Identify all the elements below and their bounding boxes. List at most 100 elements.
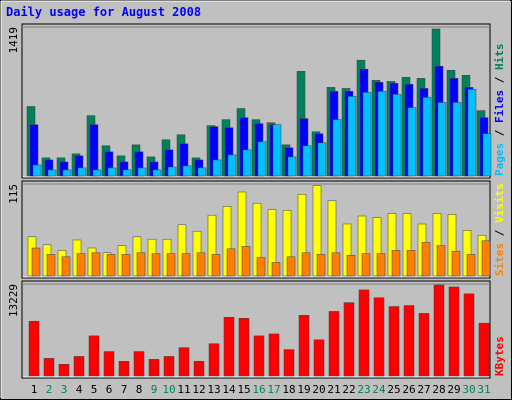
bar [286, 256, 296, 277]
x-tick-label: 14 [222, 383, 236, 396]
bar [407, 107, 417, 177]
x-tick-label: 2 [46, 383, 53, 396]
bar [151, 253, 161, 277]
bar [391, 250, 401, 277]
bar [268, 333, 280, 377]
bar [437, 102, 447, 177]
y-tick-label: 1419 [7, 27, 20, 54]
x-tick-label: 15 [237, 383, 250, 396]
bar [287, 156, 297, 177]
bar [257, 141, 267, 177]
x-tick-label: 13 [207, 383, 220, 396]
bar [238, 318, 250, 377]
bar [122, 169, 132, 177]
x-tick-label: 12 [192, 383, 205, 396]
bar [346, 254, 356, 277]
x-tick-label: 21 [327, 383, 340, 396]
bar [298, 315, 310, 377]
bar [106, 254, 116, 277]
bar [182, 165, 192, 177]
bar [376, 253, 386, 277]
legend-separator: / [493, 223, 506, 243]
bar [271, 262, 281, 277]
bar [422, 97, 432, 177]
bar [452, 102, 462, 177]
bar [121, 254, 131, 277]
x-tick-label: 7 [121, 383, 128, 396]
bar [482, 133, 492, 177]
bar [377, 91, 387, 177]
bar [328, 311, 340, 377]
x-tick-label: 5 [91, 383, 98, 396]
x-tick-label: 8 [136, 383, 143, 396]
bar [152, 169, 162, 177]
bar [253, 335, 265, 377]
bar [62, 169, 72, 177]
bar [272, 124, 282, 177]
bar [388, 306, 400, 377]
legend-separator: / [493, 70, 506, 90]
bar [136, 252, 146, 277]
bar [31, 247, 41, 277]
x-tick-label: 25 [387, 383, 400, 396]
x-tick-label: 28 [432, 383, 445, 396]
bar [226, 248, 236, 277]
bar [91, 252, 101, 277]
bar [481, 240, 491, 277]
y-tick-label: 115 [7, 184, 20, 204]
bar [317, 142, 327, 177]
bar [92, 169, 102, 177]
bar [197, 167, 207, 177]
bar [347, 96, 357, 177]
legend-entry: KBytes [493, 336, 506, 376]
bar [241, 246, 251, 277]
x-tick-label: 24 [372, 383, 386, 396]
bar [467, 89, 477, 177]
legend: Pages / Files / Hits [493, 44, 506, 177]
bar [223, 317, 235, 377]
x-tick-label: 17 [267, 383, 280, 396]
bar [163, 356, 175, 377]
bar [242, 149, 252, 177]
bar [107, 167, 117, 177]
x-tick-label: 23 [357, 383, 370, 396]
legend: KBytes [493, 336, 506, 376]
bar [167, 166, 177, 177]
legend-entry: Pages [493, 143, 506, 176]
bar [148, 359, 160, 377]
x-tick-label: 1 [31, 383, 38, 396]
x-tick-label: 27 [417, 383, 430, 396]
bar [76, 253, 86, 277]
bar [118, 361, 130, 377]
bar [89, 124, 99, 177]
x-tick-label: 10 [162, 383, 175, 396]
x-tick-label: 18 [282, 383, 295, 396]
legend-separator: / [493, 123, 506, 143]
legend-entry: Visits [493, 183, 506, 223]
bar [256, 257, 266, 277]
legend-entry: Files [493, 90, 506, 123]
bar [32, 164, 42, 177]
bar [196, 252, 206, 277]
bar [332, 119, 342, 177]
x-tick-label: 9 [151, 383, 158, 396]
bar [73, 356, 85, 377]
bar [358, 289, 370, 377]
x-tick-label: 6 [106, 383, 113, 396]
bar [137, 167, 147, 177]
bar [301, 252, 311, 277]
x-tick-label: 16 [252, 383, 265, 396]
x-tick-label: 4 [76, 383, 83, 396]
bar [436, 245, 446, 277]
bar [403, 305, 415, 377]
legend-entry: Hits [493, 44, 506, 71]
bar [451, 250, 461, 277]
x-tick-label: 29 [447, 383, 460, 396]
bar [283, 349, 295, 377]
chart-title: Daily usage for August 2008 [6, 5, 201, 19]
bar [433, 284, 445, 377]
bar [392, 94, 402, 177]
bar [302, 145, 312, 177]
x-tick-label: 3 [61, 383, 68, 396]
